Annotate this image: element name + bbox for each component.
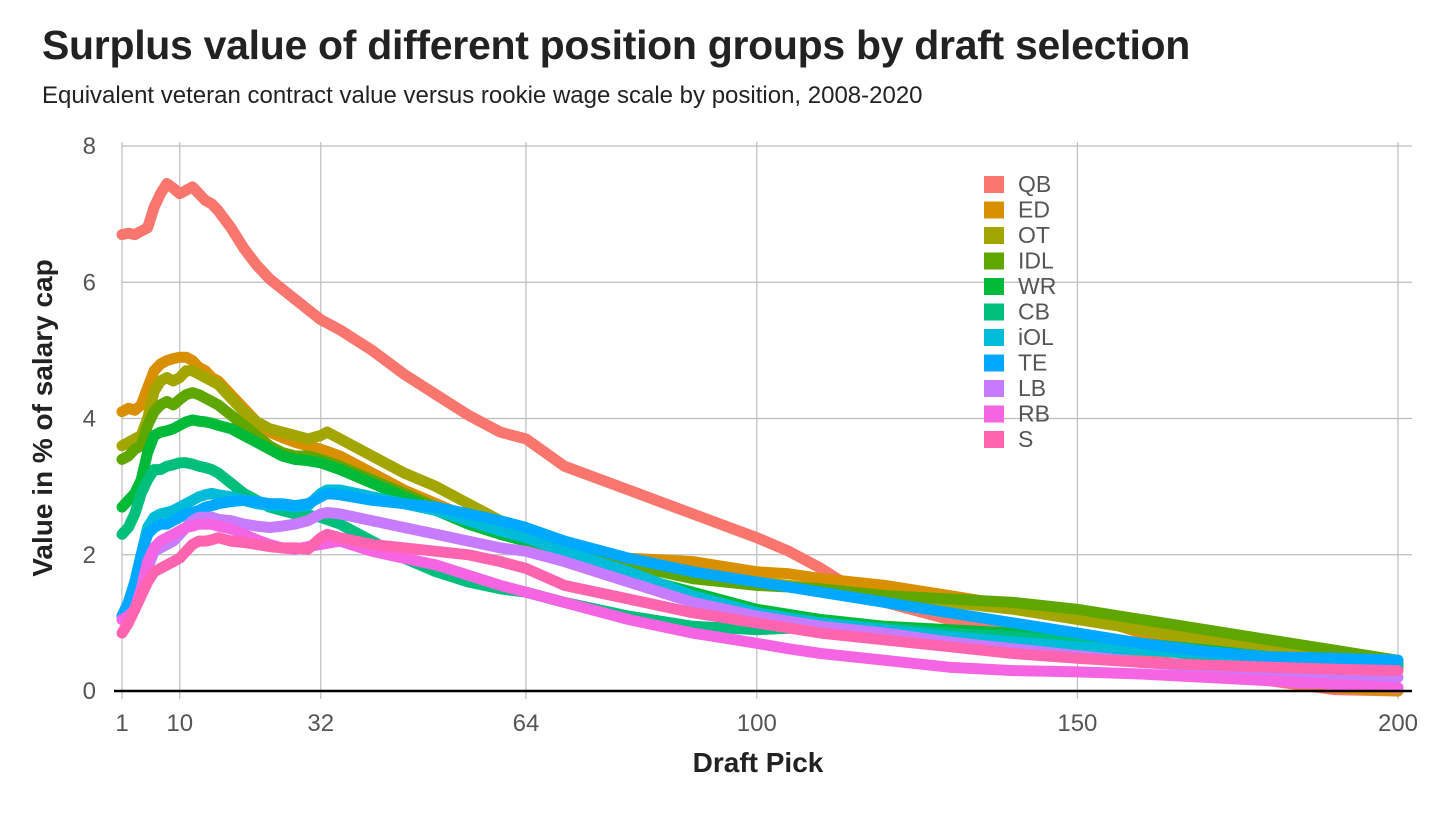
x-tick-label: 1 [115,710,128,737]
legend-label-s: S [1018,426,1033,452]
chart-subtitle: Equivalent veteran contract value versus… [42,82,923,109]
legend-swatch-te [984,354,1004,372]
x-tick-label: 100 [737,710,777,737]
legend-label-qb: QB [1018,171,1051,197]
legend-label-rb: RB [1018,401,1050,427]
series-lines [116,178,1404,697]
y-tick-label: 8 [83,133,96,160]
chart-title: Surplus value of different position grou… [42,22,1191,68]
series-line-te [116,487,1404,666]
legend-label-cb: CB [1018,299,1050,325]
legend-label-te: TE [1018,350,1047,376]
x-tick-label: 10 [166,710,193,737]
legend-swatch-ed [984,201,1004,219]
legend-swatch-wr [984,278,1004,295]
legend-label-wr: WR [1018,273,1056,299]
legend-swatch-qb [984,176,1004,193]
y-axis-label: Value in % of salary cap [27,259,58,576]
series-line-ed [116,351,1404,697]
y-tick-label: 4 [83,406,96,433]
legend-label-lb: LB [1018,375,1046,401]
x-axis-label: Draft Pick [693,747,824,778]
legend-swatch-idl [984,252,1004,270]
series-line-lb [116,507,1404,683]
legend-label-ot: OT [1018,222,1050,248]
x-tick-label: 150 [1057,710,1097,737]
x-tick-label: 32 [307,710,334,737]
axes: 0 2 4 6 8 1 10 32 64 100 150 200 [83,133,1418,737]
legend-swatch-cb [984,303,1004,321]
legend-swatch-lb [984,380,1004,397]
legend-label-iol: iOL [1018,324,1054,350]
y-tick-label: 0 [83,678,96,705]
legend-swatch-s [984,431,1004,448]
series-line-s [116,528,1404,677]
legend-swatch-iol [984,329,1004,346]
y-tick-label: 2 [83,542,96,569]
legend-label-ed: ED [1018,197,1050,223]
x-tick-label: 200 [1378,710,1418,737]
legend-label-idl: IDL [1018,248,1054,274]
legend-swatch-rb [984,405,1004,423]
x-tick-label: 64 [513,710,540,737]
legend-swatch-ot [984,227,1004,244]
y-tick-label: 6 [83,269,96,296]
